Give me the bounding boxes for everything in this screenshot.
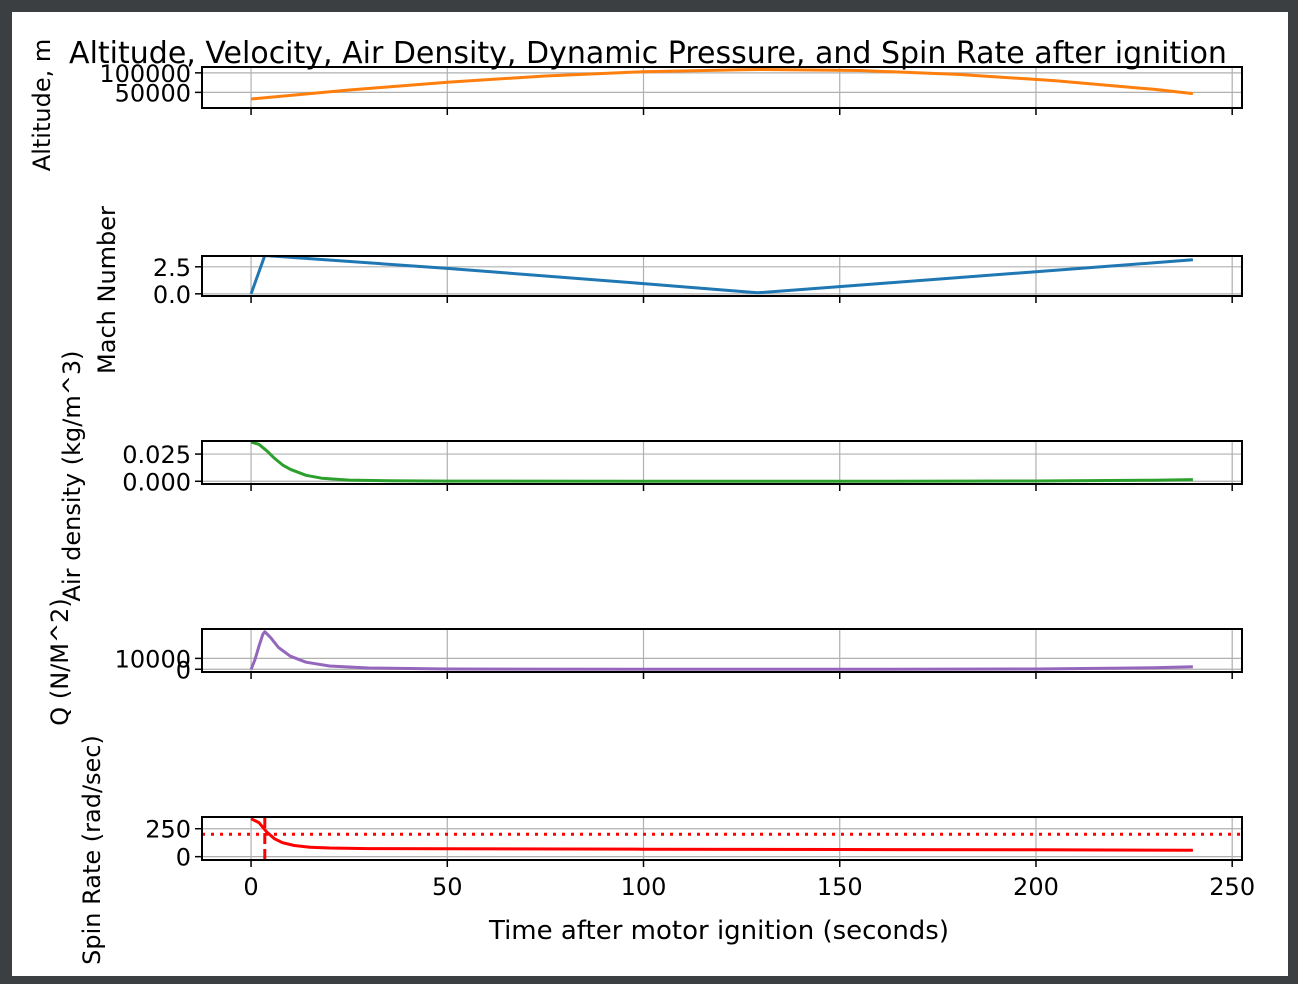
axes-frame: [201, 440, 1243, 485]
y-tick-label: 0.000: [122, 468, 191, 496]
y-axis-label: Altitude, m: [28, 39, 56, 171]
x-tick-label: 200: [1013, 873, 1059, 901]
y-tick-label: 0.025: [122, 441, 191, 469]
axes-frame: [201, 816, 1243, 861]
y-tick-label: 0.0: [153, 281, 191, 309]
y-tick-label: 0: [176, 844, 191, 872]
y-tick-label: 10000: [115, 645, 191, 673]
series-line: [249, 630, 1193, 671]
y-axis-label: Spin Rate (rad/sec): [78, 735, 106, 965]
y-axis-label: Air density (kg/m^3): [58, 351, 86, 602]
figure-svg: Altitude, Velocity, Air Density, Dynamic…: [28, 36, 1255, 965]
x-tick-label: 250: [1209, 873, 1255, 901]
y-tick-label: 0: [176, 656, 191, 684]
series-line: [250, 441, 1193, 483]
y-tick-label: 100000: [99, 60, 191, 88]
x-tick-label: 100: [621, 873, 667, 901]
subplot-3: 0.0000.025 Air density (kg/m^3): [58, 351, 1243, 602]
figure-canvas: Altitude, Velocity, Air Density, Dynamic…: [12, 12, 1288, 976]
axes-frame: [201, 66, 1243, 109]
axes-frame: [201, 255, 1243, 297]
series-line: [249, 256, 1194, 295]
x-tick-label: 50: [432, 873, 463, 901]
axes-frame: [201, 628, 1243, 673]
subplot-2: 0.02.5 Mach Number: [93, 206, 1243, 374]
y-tick-label: 250: [145, 816, 191, 844]
series-line: [250, 817, 1193, 852]
y-axis-label: Mach Number: [93, 206, 121, 374]
x-tick-label: 0: [243, 873, 258, 901]
y-axis-label: Q (N/M^2): [46, 598, 74, 725]
figure-title: Altitude, Velocity, Air Density, Dynamic…: [69, 36, 1227, 71]
y-tick-label: 2.5: [153, 254, 191, 282]
x-axis-label: Time after motor ignition (seconds): [488, 916, 949, 946]
y-tick-label: 50000: [115, 79, 191, 107]
x-tick-label: 150: [817, 873, 863, 901]
series-line: [250, 68, 1194, 101]
